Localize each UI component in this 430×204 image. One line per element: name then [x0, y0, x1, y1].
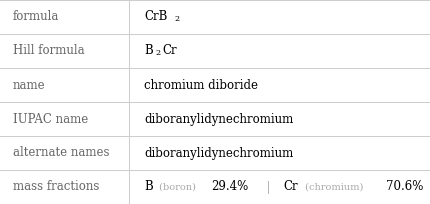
Text: name: name — [13, 79, 46, 92]
Text: 2: 2 — [174, 16, 179, 23]
Text: B: B — [144, 44, 153, 58]
Text: IUPAC name: IUPAC name — [13, 112, 88, 125]
Text: diboranylidynechromium: diboranylidynechromium — [144, 146, 293, 160]
Text: 70.6%: 70.6% — [385, 181, 422, 194]
Text: chromium diboride: chromium diboride — [144, 79, 258, 92]
Text: (boron): (boron) — [155, 183, 198, 192]
Text: 2: 2 — [155, 49, 160, 57]
Text: diboranylidynechromium: diboranylidynechromium — [144, 112, 293, 125]
Text: Cr: Cr — [162, 44, 176, 58]
Text: |: | — [258, 181, 277, 194]
Text: CrB: CrB — [144, 10, 167, 23]
Text: Hill formula: Hill formula — [13, 44, 84, 58]
Text: 29.4%: 29.4% — [211, 181, 248, 194]
Text: (chromium): (chromium) — [302, 183, 366, 192]
Text: alternate names: alternate names — [13, 146, 109, 160]
Text: formula: formula — [13, 10, 59, 23]
Text: Cr: Cr — [283, 181, 298, 194]
Text: mass fractions: mass fractions — [13, 181, 99, 194]
Text: B: B — [144, 181, 153, 194]
